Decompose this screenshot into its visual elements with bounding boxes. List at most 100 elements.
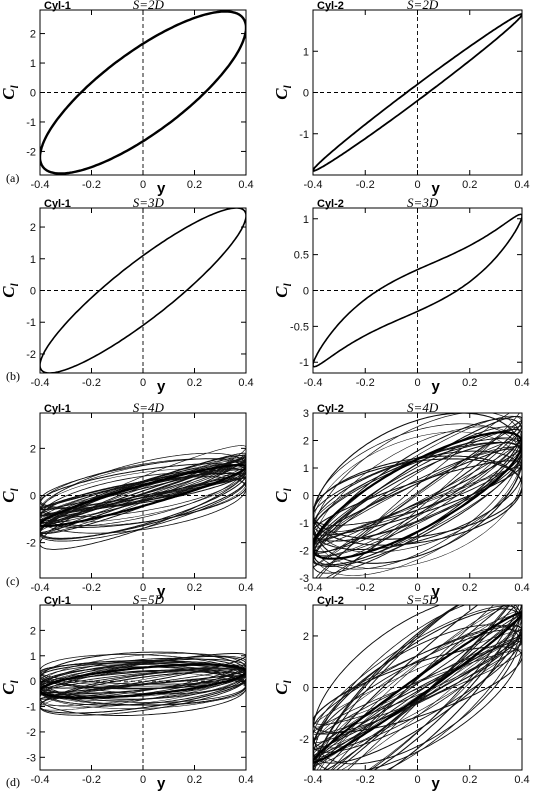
y-tick-label: 0: [30, 491, 36, 503]
x-tick-label: 0: [140, 582, 146, 594]
x-tick-label: -0.4: [304, 377, 323, 389]
trajectory-cycle: [40, 653, 246, 701]
limit-cycle: [313, 13, 522, 172]
y-tick-label: 0: [30, 676, 36, 688]
x-tick-label: 0.4: [238, 582, 253, 594]
y-tick-label: 1: [303, 214, 309, 226]
limit-cycle: [313, 213, 522, 368]
trajectory-cycle: [40, 668, 246, 695]
limit-cycle: [40, 10, 246, 175]
trajectory-cycle: [313, 428, 522, 553]
trajectory-cycle: [313, 418, 522, 566]
y-tick-label: 0: [303, 88, 309, 100]
trajectory-cycle: [40, 473, 246, 542]
panel-letter: (c): [6, 574, 19, 588]
y-tick-label: -2: [26, 727, 36, 739]
x-tick-label: 0.4: [514, 582, 529, 594]
x-tick-label: -0.4: [31, 377, 50, 389]
spacing-label: S=5D: [133, 592, 165, 607]
y-tick-label: -2: [299, 546, 309, 558]
y-axis-label: Cl: [272, 487, 294, 502]
x-tick-label: 0.2: [462, 774, 477, 786]
curves: [40, 10, 246, 175]
x-tick-label: 0: [140, 377, 146, 389]
panel-2: -0.4 -0.2 0 0.2 0.4 -1 0 1 Cyl-2 S=2D y Cl: [272, 0, 530, 197]
x-tick-label: 0.2: [462, 179, 477, 191]
trajectory-cycle: [40, 476, 246, 528]
y-tick-label: 1: [303, 46, 309, 58]
trajectory-cycle: [313, 460, 522, 536]
y-axis-label: Cl: [272, 679, 294, 694]
cylinder-label: Cyl-2: [317, 403, 344, 415]
trajectory-cycle: [313, 608, 522, 764]
x-axis-label: y: [157, 378, 166, 395]
curves: [313, 13, 522, 172]
x-tick-label: -0.2: [356, 774, 375, 786]
x-tick-label: -0.4: [31, 179, 50, 191]
cylinder-label: Cyl-2: [317, 595, 344, 607]
limit-cycle: [40, 208, 246, 373]
cylinder-label: Cyl-1: [44, 0, 71, 12]
x-axis-label: y: [157, 583, 166, 600]
trajectory-cycle: [313, 441, 522, 568]
x-axis-label: y: [432, 378, 441, 395]
y-tick-label: -1: [299, 357, 309, 369]
y-tick-label: 0: [303, 286, 309, 298]
x-tick-label: 0.4: [238, 377, 253, 389]
y-tick-label: -1: [299, 518, 309, 530]
panel-1: -0.4 -0.2 0 0.2 0.4 -2 -1 0 1 2 Cyl-1 S=2D y Cl (a): [0, 0, 254, 197]
y-tick-label: 2: [303, 631, 309, 643]
y-tick-label: 2: [30, 29, 36, 41]
trajectory-cycle: [313, 605, 522, 770]
trajectory-cycle: [313, 646, 522, 734]
x-tick-label: -0.4: [31, 582, 50, 594]
y-tick-label: 1: [303, 463, 309, 475]
spacing-label: S=2D: [133, 0, 165, 12]
y-tick-label: 2: [30, 625, 36, 637]
y-axis-label: Cl: [0, 487, 21, 502]
x-tick-label: 0.4: [514, 179, 529, 191]
trajectory-cycle: [40, 663, 246, 708]
trajectory-cycle: [40, 658, 246, 694]
spacing-label: S=4D: [407, 400, 439, 415]
curves: [313, 213, 522, 368]
x-tick-label: -0.4: [304, 582, 323, 594]
x-tick-label: 0.4: [238, 179, 253, 191]
x-tick-label: 0.2: [462, 377, 477, 389]
x-tick-label: 0: [414, 774, 420, 786]
x-tick-label: -0.2: [82, 774, 101, 786]
y-tick-label: -1: [26, 317, 36, 329]
y-tick-label: 0.5: [294, 250, 309, 262]
trajectory-cycle: [313, 458, 522, 540]
trajectory-cycle: [40, 461, 246, 522]
trajectory-cycle: [313, 605, 511, 770]
x-tick-label: -0.2: [82, 377, 101, 389]
mean-cycle: [313, 611, 522, 764]
y-tick-label: 1: [30, 254, 36, 266]
y-axis-label: Cl: [272, 282, 294, 297]
cylinder-label: Cyl-1: [44, 403, 71, 415]
panel-3: -0.4 -0.2 0 0.2 0.4 -2 -1 0 1 2 Cyl-1 S=3D y Cl (b): [0, 195, 254, 395]
y-tick-label: 0: [30, 286, 36, 298]
spacing-label: S=2D: [407, 0, 439, 12]
x-tick-label: -0.2: [82, 179, 101, 191]
y-tick-label: -2: [299, 734, 309, 746]
y-tick-label: -3: [26, 752, 36, 764]
spacing-label: S=5D: [407, 592, 439, 607]
panel-5: -0.4 -0.2 0 0.2 0.4 -2 0 2 Cyl-1 S=4D y Cl (c): [0, 400, 254, 600]
panel-letter: (b): [6, 369, 20, 383]
x-tick-label: -0.2: [356, 377, 375, 389]
x-tick-label: 0: [140, 774, 146, 786]
mean-cycle: [313, 431, 522, 560]
y-tick-label: -2: [26, 146, 36, 158]
panel-letter: (a): [6, 171, 19, 185]
x-tick-label: -0.2: [356, 582, 375, 594]
trajectory-cycle: [40, 669, 246, 716]
cylinder-label: Cyl-2: [317, 198, 344, 210]
x-tick-label: 0: [414, 179, 420, 191]
trajectory-cycle: [40, 458, 246, 523]
y-tick-label: -1: [26, 702, 36, 714]
y-tick-label: 2: [303, 436, 309, 448]
trajectory-cycle: [40, 472, 246, 534]
